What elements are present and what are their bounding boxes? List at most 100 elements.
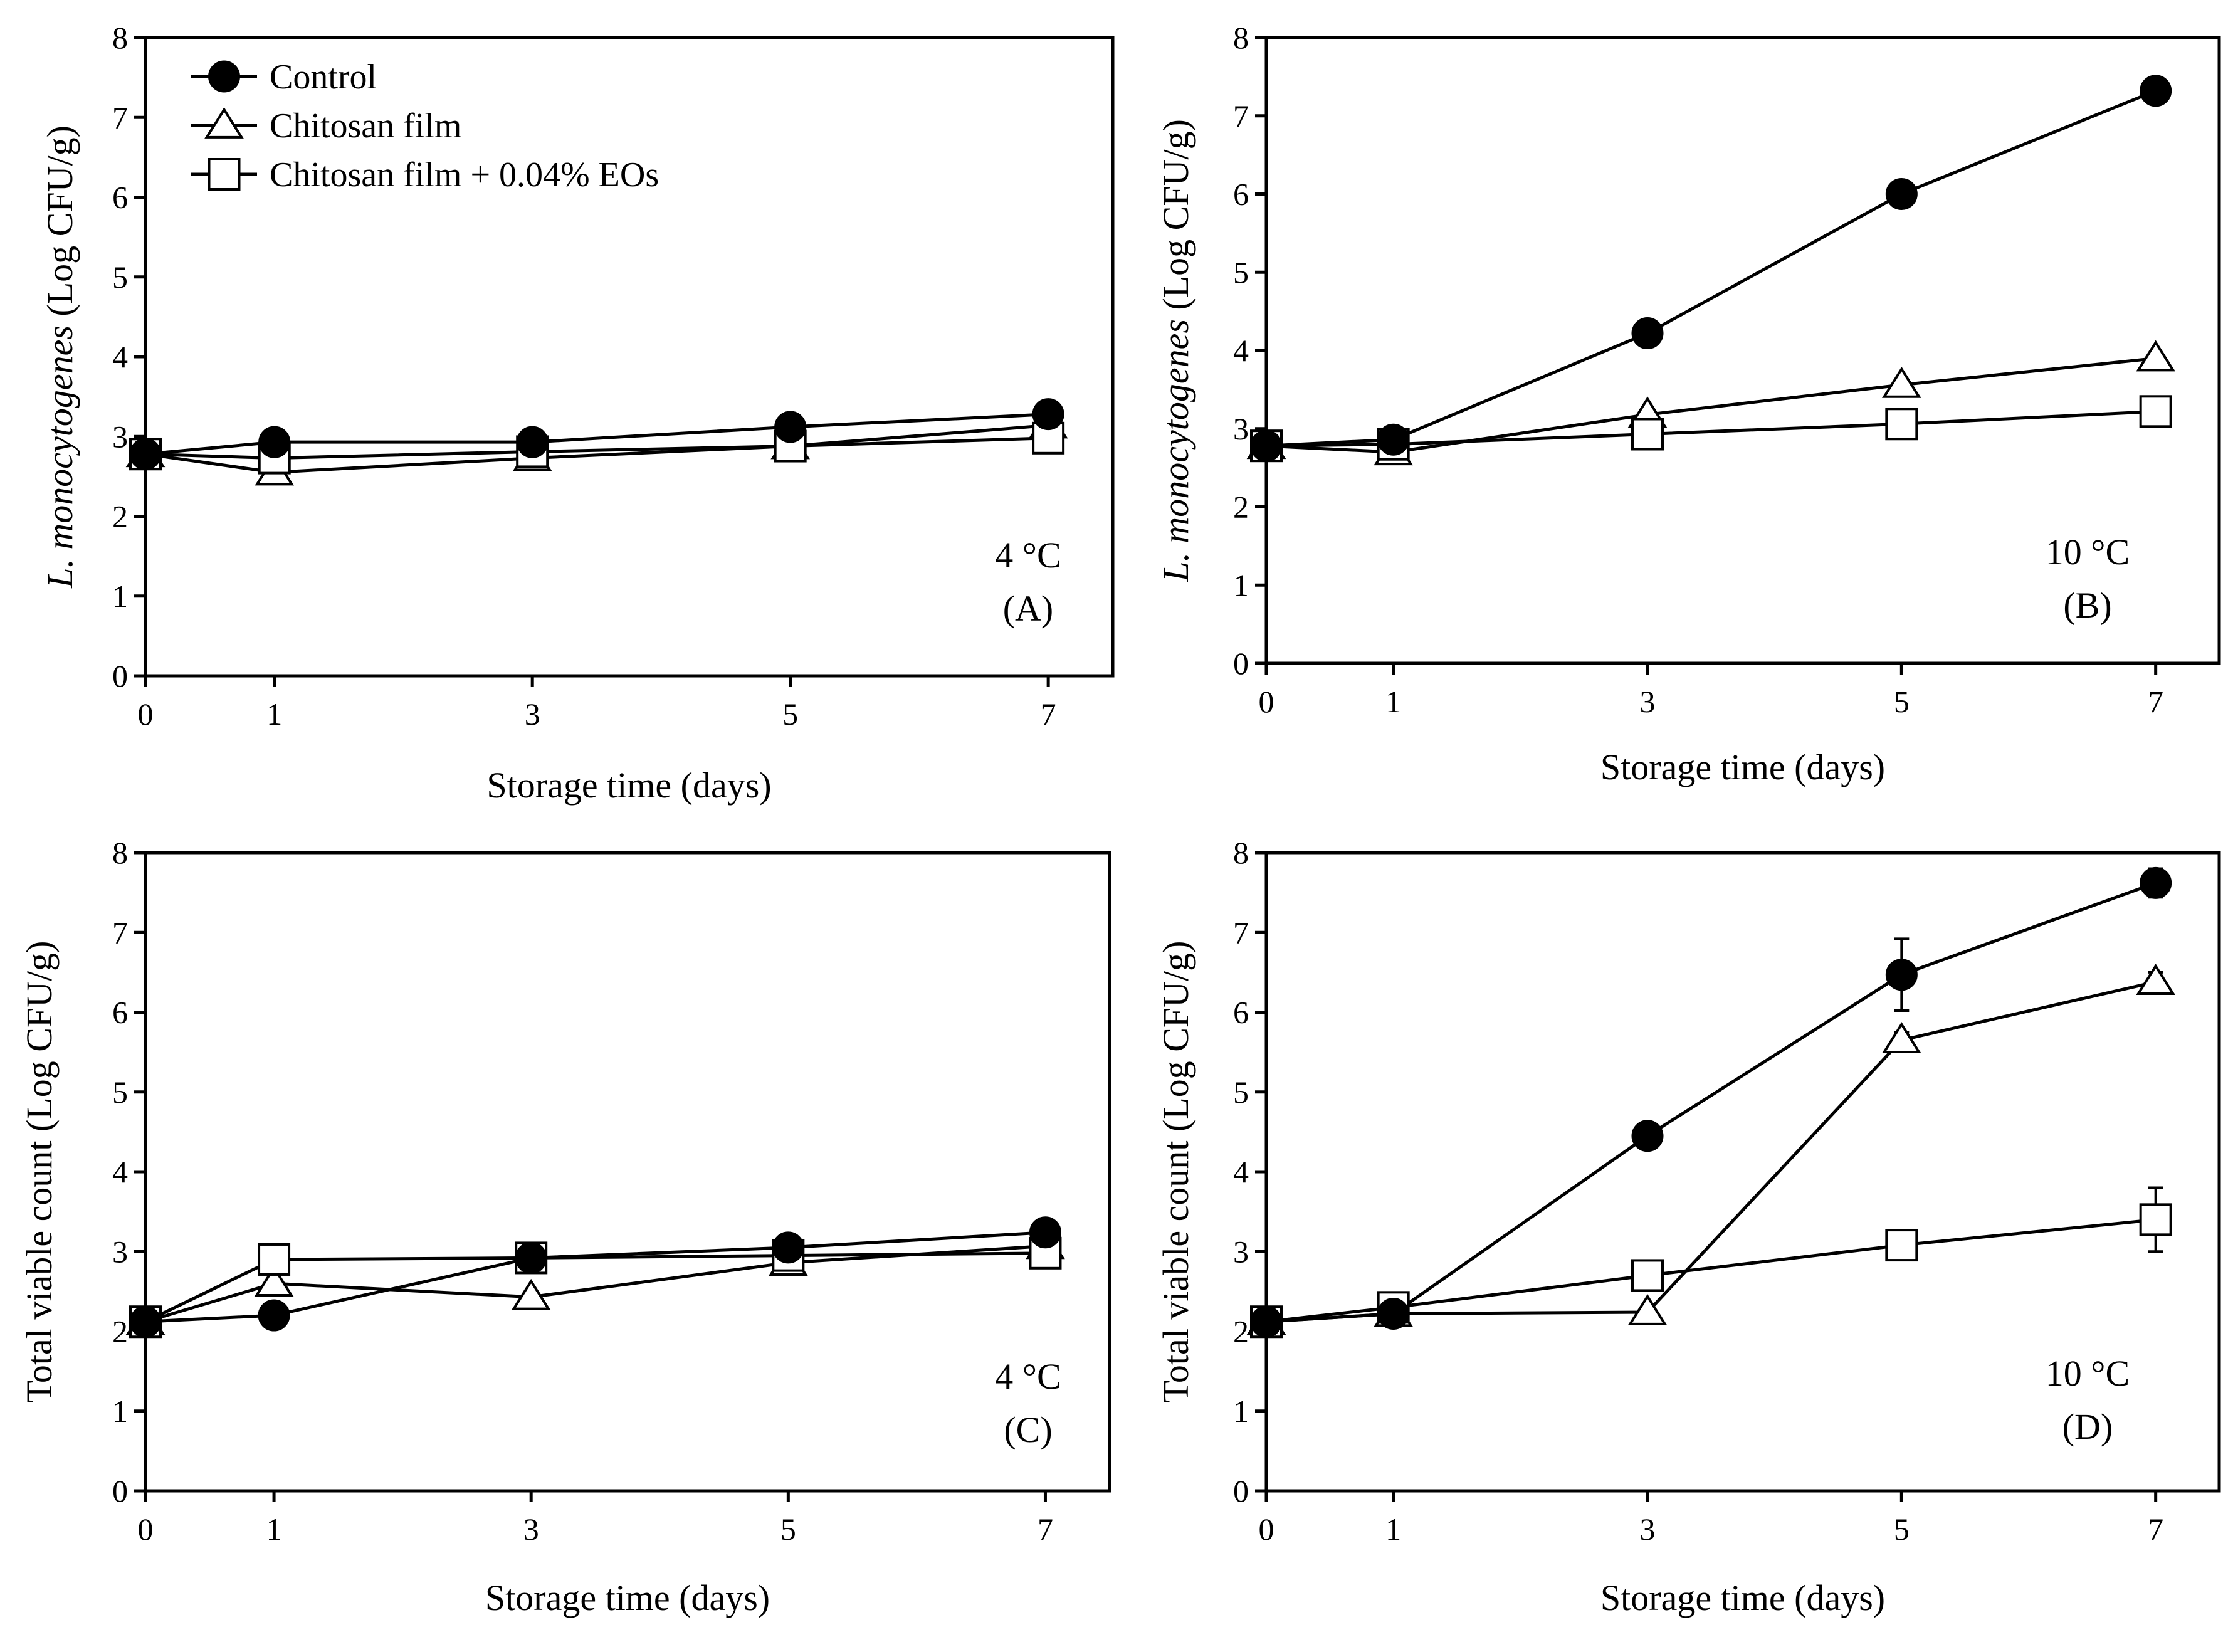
temperature-annotation: 10 °C [2046, 532, 2130, 572]
data-point-control [1377, 423, 1410, 456]
data-point-control [1631, 317, 1664, 350]
x-axis-title: Storage time (days) [1600, 747, 1885, 787]
temperature-annotation: 4 °C [995, 1356, 1061, 1397]
y-tick-label: 5 [1233, 1075, 1249, 1110]
data-point-chitosan_eos [1631, 1259, 1664, 1292]
y-axis-title: L. monocytogenes (Log CFU/g) [39, 125, 80, 589]
data-point-control [774, 411, 807, 443]
x-tick-label: 5 [780, 1512, 796, 1547]
data-point-control [1885, 178, 1918, 210]
plot-frame [144, 851, 1111, 1493]
y-tick-label: 3 [1233, 411, 1249, 446]
data-point-chitosan [511, 1278, 551, 1310]
data-point-chitosan [2136, 340, 2176, 372]
data-point-control [1631, 1120, 1664, 1152]
panel-a: 0 1 2 3 4 5 6 7 8 0 1 3 5 7 Storage time (days) L. mono… [39, 20, 1115, 806]
data-point-chitosan_eos [1631, 418, 1664, 451]
y-tick-label: 0 [112, 1473, 128, 1508]
y-tick-label: 1 [112, 1394, 128, 1429]
x-tick-label: 0 [138, 1512, 154, 1547]
y-tick-label: 2 [1233, 490, 1249, 525]
x-tick-label: 1 [1385, 684, 1401, 719]
y-tick-label: 4 [112, 1154, 128, 1189]
y-tick-label: 0 [1233, 646, 1249, 681]
data-point-control [516, 426, 549, 458]
data-point-control [129, 438, 162, 470]
temperature-annotation: 4 °C [995, 535, 1061, 576]
data-point-chitosan [2136, 964, 2176, 996]
y-axis-title: Total viable count (Log CFU/g) [19, 941, 60, 1403]
panel-c: 0 1 2 3 4 5 6 7 8 0 1 3 5 7 Storage time (days) Total v… [19, 835, 1111, 1618]
y-axis-title-organism: L. monocytogenes [1155, 319, 1196, 582]
x-axis-title: Storage time (days) [485, 1577, 770, 1618]
y-tick-label: 3 [112, 1234, 128, 1269]
x-tick-label: 7 [2148, 1512, 2163, 1547]
y-tick-label: 4 [1233, 1154, 1249, 1189]
y-tick-label: 7 [1233, 915, 1249, 950]
data-point-chitosan [1881, 1022, 1921, 1053]
y-tick-label: 8 [1233, 20, 1249, 55]
y-tick-label: 8 [1233, 835, 1249, 870]
legend-label: Control [270, 58, 377, 97]
y-axis-title-unit: (Log CFU/g) [39, 125, 80, 325]
data-point-chitosan_eos [258, 1243, 291, 1276]
y-tick-label: 3 [1233, 1234, 1249, 1269]
series-line-chitosan [1266, 980, 2157, 1323]
y-tick-label: 6 [1233, 995, 1249, 1030]
y-tick-label: 2 [112, 1314, 128, 1349]
y-axis-title-organism: L. monocytogenes [39, 325, 80, 589]
y-tick-label: 0 [112, 658, 128, 693]
y-tick-label: 6 [112, 995, 128, 1030]
y-tick-label: 3 [112, 419, 128, 454]
x-tick-label: 3 [1640, 684, 1656, 719]
data-point-control [2140, 75, 2172, 107]
data-point-control [515, 1241, 547, 1274]
data-point-chitosan_eos [1885, 408, 1918, 441]
y-tick-label: 5 [1233, 255, 1249, 290]
y-tick-label: 5 [112, 260, 128, 295]
legend-item-chitosan_eos: Chitosan film + 0.04% EOs [191, 155, 659, 194]
legend-label: Chitosan film [270, 107, 461, 145]
panel-b: 0 1 2 3 4 5 6 7 8 0 1 3 5 7 Storage time (days) L. mono… [1155, 20, 2221, 787]
data-point-control [258, 1299, 290, 1332]
y-axis-title: L. monocytogenes (Log CFU/g) [1155, 119, 1196, 582]
y-axis-title-unit: (Log CFU/g) [1155, 119, 1196, 319]
data-point-control [129, 1305, 162, 1338]
data-point-chitosan_eos [2139, 1203, 2172, 1236]
y-tick-label: 2 [1233, 1314, 1249, 1349]
x-tick-label: 1 [266, 1512, 282, 1547]
x-tick-label: 3 [525, 697, 540, 732]
legend: Control Chitosan film Chitosan film + 0.04… [191, 58, 659, 194]
x-tick-label: 5 [1894, 684, 1910, 719]
temperature-annotation: 10 °C [2046, 1353, 2130, 1394]
legend-marker-control [208, 60, 240, 93]
data-point-chitosan [1881, 366, 1921, 398]
x-tick-label: 7 [1041, 697, 1056, 732]
y-tick-label: 8 [112, 835, 128, 870]
legend-item-chitosan: Chitosan film [191, 107, 461, 145]
series-line-control [1266, 881, 2157, 1323]
y-tick-label: 4 [1233, 333, 1249, 368]
data-point-control [1250, 1305, 1283, 1338]
panel-letter: (D) [2062, 1406, 2113, 1447]
data-point-control [258, 426, 291, 458]
panel-d: 0 1 2 3 4 5 6 7 8 0 1 3 5 7 Storage time (days) Total v… [1155, 835, 2221, 1618]
y-tick-label: 1 [1233, 567, 1249, 602]
x-tick-label: 3 [523, 1512, 539, 1547]
data-point-control [1032, 398, 1064, 431]
y-tick-label: 7 [1233, 98, 1249, 134]
data-point-control [1250, 429, 1283, 462]
panel-letter: (C) [1004, 1409, 1052, 1450]
plot-frame [1264, 851, 2221, 1493]
data-point-control [2140, 866, 2172, 899]
legend-marker-chitosan_eos [208, 158, 241, 191]
x-axis-title: Storage time (days) [1600, 1577, 1885, 1618]
data-point-control [1029, 1216, 1061, 1249]
x-tick-label: 0 [1259, 1512, 1274, 1547]
data-point-control [1377, 1298, 1410, 1330]
legend-item-control: Control [191, 58, 377, 97]
panel-letter: (A) [1003, 588, 1054, 629]
data-point-chitosan [1627, 1294, 1668, 1325]
legend-marker-chitosan [204, 107, 244, 139]
